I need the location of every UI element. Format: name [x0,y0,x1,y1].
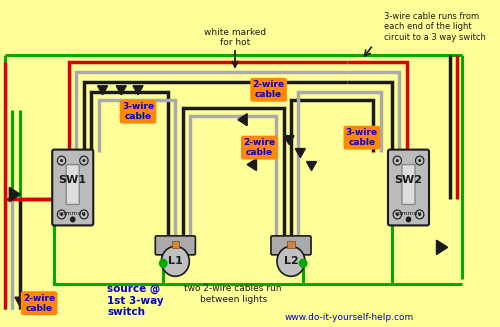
Polygon shape [238,114,247,126]
Polygon shape [436,240,448,254]
Circle shape [160,259,167,267]
Circle shape [406,216,411,222]
FancyBboxPatch shape [388,150,429,225]
Polygon shape [306,162,316,171]
FancyBboxPatch shape [156,236,196,255]
Circle shape [60,213,63,216]
Text: 3-wire
cable: 3-wire cable [122,102,154,121]
Circle shape [82,213,86,216]
FancyBboxPatch shape [402,164,415,204]
Text: 2-wire
cable: 2-wire cable [23,294,55,313]
Bar [288,241,294,248]
Polygon shape [247,159,256,171]
Polygon shape [98,86,108,95]
Text: common: common [59,211,86,216]
Circle shape [80,210,88,219]
Polygon shape [133,86,143,95]
Text: L2: L2 [284,256,298,266]
Circle shape [396,159,398,162]
FancyBboxPatch shape [52,150,94,225]
Text: common: common [395,211,422,216]
Circle shape [80,156,88,165]
Polygon shape [10,187,20,202]
Text: SW1: SW1 [58,175,86,184]
Circle shape [58,210,66,219]
Circle shape [300,259,307,267]
Polygon shape [116,86,126,95]
Circle shape [418,159,421,162]
Polygon shape [15,297,26,307]
Text: white marked
for hot: white marked for hot [204,28,266,47]
Circle shape [277,246,305,276]
FancyBboxPatch shape [271,236,311,255]
Text: two 2-wire cables run
between lights: two 2-wire cables run between lights [184,284,282,304]
Circle shape [82,159,86,162]
Polygon shape [284,136,294,145]
Text: 2-wire
cable: 2-wire cable [243,138,276,157]
Circle shape [162,246,190,276]
Text: SW2: SW2 [394,175,422,184]
Text: source @
1st 3-way
switch: source @ 1st 3-way switch [108,284,164,318]
Circle shape [416,210,424,219]
Text: 3-wire cable runs from
each end of the light
circuit to a 3 way switch: 3-wire cable runs from each end of the l… [384,12,486,42]
Circle shape [393,156,402,165]
Text: 2-wire
cable: 2-wire cable [252,80,284,99]
Polygon shape [296,148,306,158]
Circle shape [70,216,75,222]
FancyBboxPatch shape [66,164,80,204]
Circle shape [393,210,402,219]
Circle shape [416,156,424,165]
Circle shape [418,213,421,216]
Circle shape [396,213,398,216]
Circle shape [60,159,63,162]
Text: 3-wire
cable: 3-wire cable [346,128,378,147]
Bar [172,241,179,248]
Circle shape [58,156,66,165]
Text: L1: L1 [168,256,182,266]
Text: www.do-it-yourself-help.com: www.do-it-yourself-help.com [285,313,414,322]
